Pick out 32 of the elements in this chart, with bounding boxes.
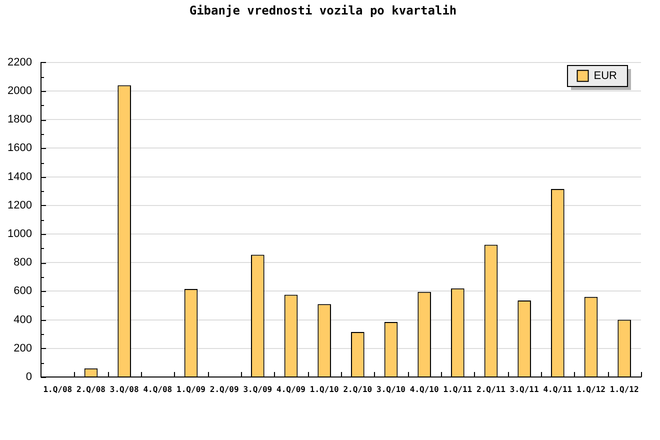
x-tick-label: 1.Q/08 <box>43 384 72 394</box>
x-tick-label: 3.Q/08 <box>110 384 139 394</box>
y-tick-label: 1600 <box>8 142 32 154</box>
x-tick-label: 1.Q/10 <box>310 384 339 394</box>
y-tick-label: 0 <box>26 371 32 384</box>
y-tick-label: 800 <box>14 256 32 269</box>
y-tick-label: 400 <box>14 314 32 326</box>
x-tick-label: 1.Q/12 <box>610 384 639 394</box>
x-tick-label: 4.Q/09 <box>276 384 306 394</box>
y-tick-label: 200 <box>14 342 32 354</box>
y-tick-label: 2000 <box>8 85 32 98</box>
x-tick-label: 2.Q/09 <box>210 384 239 394</box>
x-tick-label: 1.Q/09 <box>176 384 206 394</box>
x-tick-label: 3.Q/09 <box>243 384 272 394</box>
x-tick-label: 3.Q/11 <box>510 384 539 394</box>
x-tick-label: 3.Q/10 <box>376 384 406 394</box>
y-tick-label: 600 <box>14 285 32 298</box>
y-tick-label: 1400 <box>8 170 32 183</box>
x-tick-label: 4.Q/08 <box>143 384 172 394</box>
x-tick-label: 4.Q/11 <box>543 384 572 394</box>
y-tick-label: 1200 <box>8 199 32 212</box>
y-tick-label: 1000 <box>8 228 32 240</box>
x-tick-label: 1.Q/12 <box>576 384 606 394</box>
x-tick-label: 4.Q/10 <box>410 384 439 394</box>
legend-label: EUR <box>594 70 618 82</box>
x-tick-label: 2.Q/10 <box>343 384 372 394</box>
x-tick-label: 1.Q/11 <box>443 384 472 394</box>
x-tick-label: 2.Q/11 <box>476 384 506 394</box>
y-tick-label: 1800 <box>8 114 32 126</box>
x-tick-label: 2.Q/08 <box>76 384 106 394</box>
chart-title: Gibanje vrednosti vozila po kvartalih <box>189 3 457 18</box>
y-tick-label: 2200 <box>8 56 32 68</box>
